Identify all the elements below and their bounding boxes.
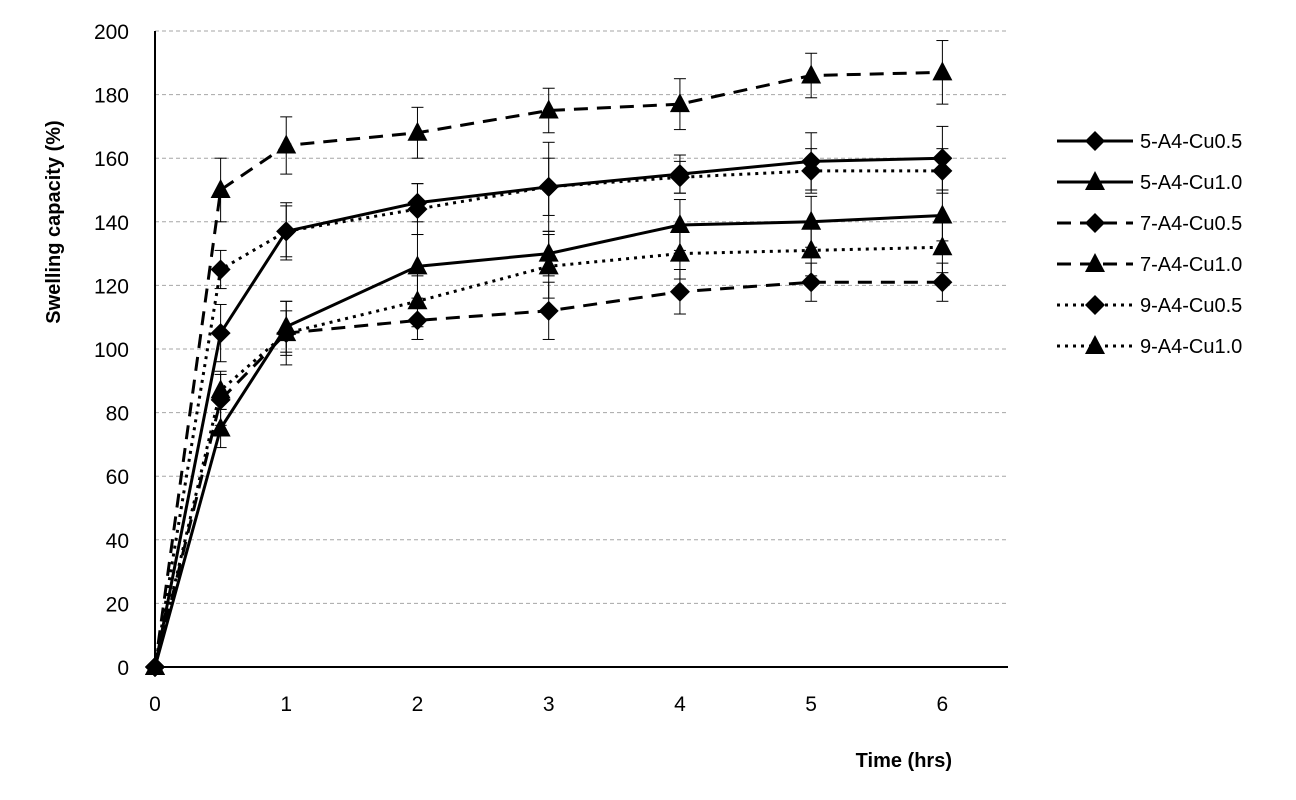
y-axis-title: Swelling capacity (%)	[43, 120, 65, 323]
legend: 5-A4-Cu0.5 5-A4-Cu1.0 7-A4-Cu0.5 7-A4-Cu1.0…	[1057, 131, 1242, 358]
x-axis-title: Time (hrs)	[856, 750, 952, 772]
y-tick-label: 120	[94, 275, 129, 298]
x-tick-label: 1	[280, 693, 292, 716]
legend-marker	[1085, 131, 1105, 151]
y-tick-label: 200	[94, 21, 129, 44]
data-point-7-a4-cu1-0	[210, 179, 231, 198]
data-point-5-a4-cu1-0	[407, 255, 428, 275]
data-point-9-a4-cu0-5	[932, 160, 953, 181]
data-point-5-a4-cu1-0	[669, 213, 690, 233]
series-line-7-a4-cu0-5	[153, 280, 943, 668]
x-tick-label: 4	[674, 693, 686, 716]
y-tick-label: 20	[106, 593, 129, 616]
y-tick-label: 40	[106, 530, 129, 553]
data-point-9-a4-cu0-5	[669, 167, 690, 188]
data-point-9-a4-cu1-0	[801, 239, 822, 259]
data-point-7-a4-cu0-5	[669, 281, 690, 302]
series-line-7-a4-cu1-0	[153, 70, 943, 668]
data-point-7-a4-cu0-5	[407, 310, 428, 331]
legend-item-9-a4-cu0-5: 9-A4-Cu0.5	[1057, 295, 1242, 317]
legend-marker	[1085, 213, 1105, 233]
data-point-7-a4-cu1-0	[276, 134, 297, 154]
legend-marker	[1085, 335, 1105, 354]
series-line-5-a4-cu1-0	[153, 213, 943, 668]
legend-label: 7-A4-Cu1.0	[1140, 254, 1242, 276]
series-line-5-a4-cu0-5	[153, 156, 943, 668]
data-point-5-a4-cu0-5	[210, 323, 231, 344]
legend-item-5-a4-cu0-5: 5-A4-Cu0.5	[1057, 131, 1242, 153]
legend-label: 9-A4-Cu1.0	[1140, 336, 1242, 358]
x-tick-label: 3	[543, 693, 555, 716]
data-point-9-a4-cu1-0	[407, 290, 428, 310]
data-point-5-a4-cu1-0	[210, 417, 231, 437]
data-point-5-a4-cu1-0	[801, 210, 822, 230]
data-point-5-a4-cu0-5	[932, 148, 953, 169]
data-point-7-a4-cu1-0	[407, 121, 428, 141]
axes	[154, 31, 1008, 668]
x-tick-label: 2	[412, 693, 424, 716]
y-tick-label: 0	[117, 657, 129, 680]
error-bars	[214, 40, 949, 449]
data-point-9-a4-cu0-5	[210, 259, 231, 280]
y-tick-label: 80	[106, 403, 129, 426]
gridlines	[155, 30, 1008, 604]
legend-marker	[1085, 171, 1105, 190]
y-tick-label: 100	[94, 339, 129, 362]
y-tick-label: 140	[94, 212, 129, 235]
data-point-7-a4-cu1-0	[538, 99, 559, 119]
y-tick-label: 180	[94, 85, 129, 108]
data-point-7-a4-cu1-0	[669, 93, 690, 113]
data-point-5-a4-cu1-0	[932, 204, 953, 224]
data-point-9-a4-cu1-0	[932, 236, 953, 256]
x-tick-label: 6	[937, 693, 949, 716]
data-point-7-a4-cu0-5	[801, 272, 822, 293]
x-tick-label: 5	[805, 693, 817, 716]
legend-marker	[1085, 253, 1105, 272]
series-lines	[153, 70, 943, 668]
legend-item-7-a4-cu1-0: 7-A4-Cu1.0	[1057, 253, 1242, 276]
series-line-9-a4-cu0-5	[153, 169, 943, 668]
legend-label: 5-A4-Cu1.0	[1140, 172, 1242, 194]
data-point-9-a4-cu0-5	[407, 199, 428, 220]
legend-label: 7-A4-Cu0.5	[1140, 213, 1242, 235]
legend-item-7-a4-cu0-5: 7-A4-Cu0.5	[1057, 213, 1242, 235]
x-tick-labels: 0 1 2 3 4 5 6	[149, 693, 948, 716]
legend-label: 9-A4-Cu0.5	[1140, 295, 1242, 317]
legend-item-9-a4-cu1-0: 9-A4-Cu1.0	[1057, 335, 1242, 358]
data-point-5-a4-cu1-0	[538, 242, 559, 262]
data-point-7-a4-cu1-0	[932, 61, 953, 81]
y-tick-labels: 0 20 40 60 80 100 120 140 160 180 200	[94, 21, 129, 680]
data-point-9-a4-cu1-0	[276, 322, 297, 342]
data-point-7-a4-cu1-0	[801, 64, 822, 84]
data-point-9-a4-cu0-5	[276, 221, 297, 242]
data-point-9-a4-cu0-5	[538, 176, 559, 197]
legend-label: 5-A4-Cu0.5	[1140, 131, 1242, 153]
data-point-9-a4-cu1-0	[669, 242, 690, 262]
legend-marker	[1085, 295, 1105, 315]
y-tick-label: 60	[106, 466, 129, 489]
data-point-7-a4-cu0-5	[932, 272, 953, 293]
data-point-9-a4-cu1-0	[210, 379, 231, 399]
series-line-9-a4-cu1-0	[153, 245, 943, 668]
data-point-9-a4-cu1-0	[538, 255, 559, 275]
data-point-7-a4-cu0-5	[538, 300, 559, 321]
data-point-9-a4-cu0-5	[801, 160, 822, 181]
y-tick-label: 160	[94, 148, 129, 171]
x-tick-label: 0	[149, 693, 161, 716]
data-markers	[145, 61, 953, 677]
legend-item-5-a4-cu1-0: 5-A4-Cu1.0	[1057, 171, 1242, 194]
